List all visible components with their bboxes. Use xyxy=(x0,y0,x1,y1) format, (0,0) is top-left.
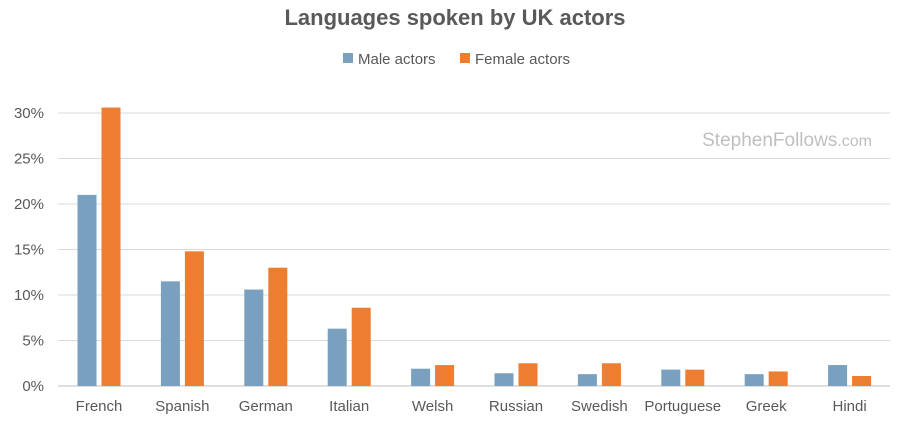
legend-label-male: Male actors xyxy=(358,51,436,68)
x-tick-label-german: German xyxy=(239,398,293,415)
bar-male-russian xyxy=(494,373,514,386)
bar-male-hindi xyxy=(828,365,848,386)
bar-female-portuguese xyxy=(685,369,705,386)
bar-male-french xyxy=(77,194,97,386)
x-tick-label-spanish: Spanish xyxy=(155,398,209,415)
bar-male-german xyxy=(244,289,264,386)
bar-female-german xyxy=(268,267,288,386)
x-tick-label-italian: Italian xyxy=(329,398,369,415)
y-tick-label: 20% xyxy=(14,196,44,213)
y-tick-label: 0% xyxy=(22,378,44,395)
bar-female-welsh xyxy=(435,365,455,386)
y-tick-label: 10% xyxy=(14,287,44,304)
x-tick-label-greek: Greek xyxy=(746,398,787,415)
bar-female-spanish xyxy=(184,251,204,386)
bars xyxy=(77,107,872,386)
bar-male-welsh xyxy=(411,368,431,386)
bar-female-hindi xyxy=(852,375,872,386)
x-tick-label-french: French xyxy=(76,398,123,415)
bar-male-swedish xyxy=(577,374,597,386)
x-tick-label-hindi: Hindi xyxy=(833,398,867,415)
legend-label-female: Female actors xyxy=(475,51,570,68)
y-tick-label: 15% xyxy=(14,242,44,259)
legend-swatch-female xyxy=(460,53,470,63)
bar-male-greek xyxy=(744,374,764,386)
y-tick-label: 30% xyxy=(14,105,44,122)
legend-swatch-male xyxy=(343,53,353,63)
x-tick-label-welsh: Welsh xyxy=(412,398,453,415)
watermark-suffix: .com xyxy=(837,133,872,150)
bar-male-portuguese xyxy=(661,369,681,386)
y-tick-label: 5% xyxy=(22,333,44,350)
bar-female-greek xyxy=(768,371,788,386)
gridlines xyxy=(58,112,890,387)
bar-male-spanish xyxy=(160,281,180,386)
bar-female-russian xyxy=(518,363,538,386)
bar-male-italian xyxy=(327,328,347,386)
bar-female-swedish xyxy=(601,363,621,386)
chart-title: Languages spoken by UK actors xyxy=(284,5,625,30)
legend: Male actors Female actors xyxy=(343,51,570,68)
watermark-main: StephenFollows xyxy=(702,130,837,151)
watermark: StephenFollows.com xyxy=(702,130,872,151)
y-tick-label: 25% xyxy=(14,151,44,168)
bar-female-italian xyxy=(351,307,371,386)
y-axis-ticks: 0% 5% 10% 15% 20% 25% 30% xyxy=(14,105,44,395)
x-axis-ticks: French Spanish German Italian Welsh Russian Sw… xyxy=(76,398,867,415)
bar-female-french xyxy=(101,107,121,386)
x-tick-label-portuguese: Portuguese xyxy=(644,398,721,415)
x-tick-label-swedish: Swedish xyxy=(571,398,628,415)
x-tick-label-russian: Russian xyxy=(489,398,543,415)
